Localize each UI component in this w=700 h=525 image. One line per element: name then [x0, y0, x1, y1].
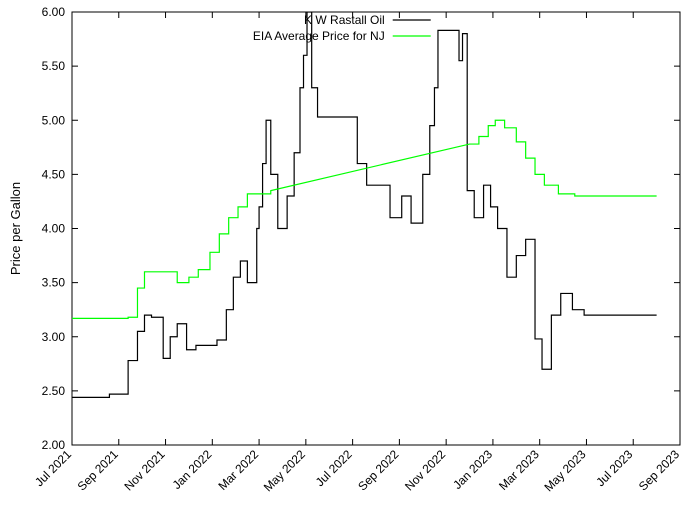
y-tick-label: 3.50	[42, 276, 66, 290]
y-tick-label: 5.00	[42, 113, 66, 127]
legend-label: EIA Average Price for NJ	[253, 29, 385, 43]
legend-label: K W Rastall Oil	[304, 13, 385, 27]
y-tick-label: 2.50	[42, 384, 66, 398]
chart-background	[0, 0, 700, 525]
y-axis-label: Price per Gallon	[8, 182, 23, 275]
y-tick-label: 6.00	[42, 5, 66, 19]
y-tick-label: 3.00	[42, 330, 66, 344]
price-chart: 2.002.503.003.504.004.505.005.506.00Pric…	[0, 0, 700, 525]
y-tick-label: 4.50	[42, 167, 66, 181]
y-tick-label: 4.00	[42, 222, 66, 236]
y-tick-label: 5.50	[42, 59, 66, 73]
